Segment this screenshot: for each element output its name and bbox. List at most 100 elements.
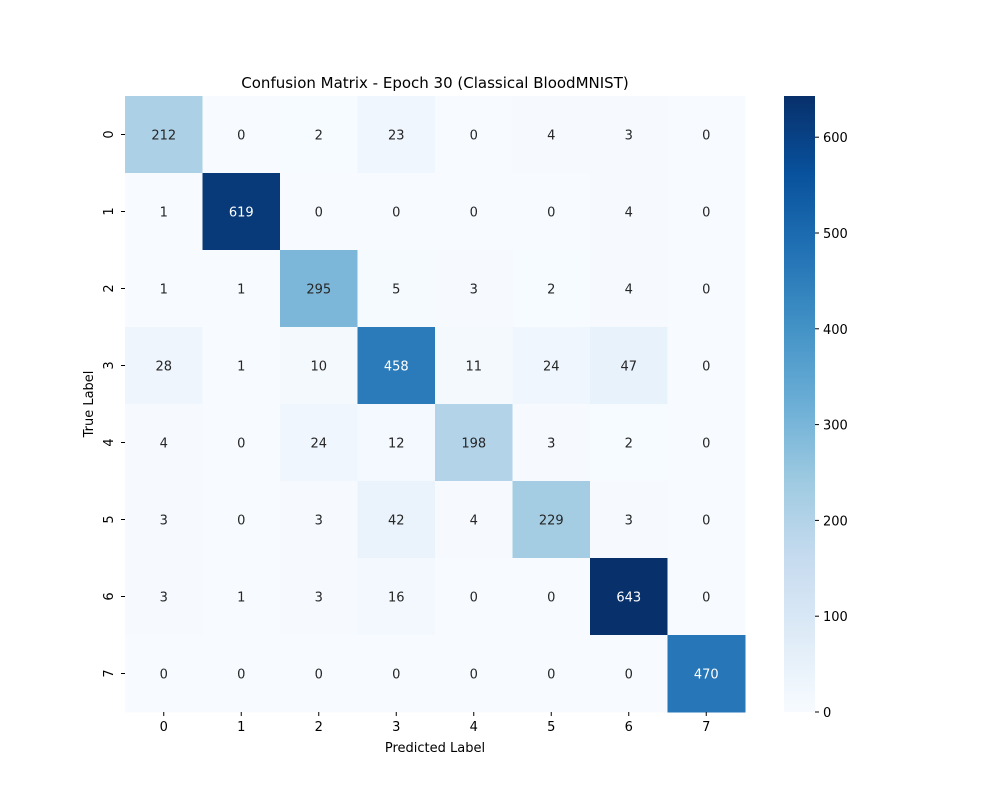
colorbar-tick-label: 400 xyxy=(823,323,848,338)
cell-value-label: 47 xyxy=(620,360,637,375)
heatmap-cell xyxy=(280,404,358,482)
cell-value-label: 3 xyxy=(160,514,168,529)
heatmap-cell xyxy=(435,250,513,328)
cell-value-label: 16 xyxy=(388,591,405,606)
colorbar-tick-label: 300 xyxy=(823,419,848,434)
cell-value-label: 11 xyxy=(465,360,482,375)
cell-value-label: 1 xyxy=(237,283,245,298)
heatmap-cell xyxy=(667,96,746,174)
heatmap-cell xyxy=(590,558,668,636)
heatmap-cell xyxy=(435,481,513,559)
heatmap-cell xyxy=(202,635,281,713)
cell-value-label: 0 xyxy=(547,206,555,221)
cell-value-label: 0 xyxy=(160,668,168,683)
cell-value-label: 4 xyxy=(160,437,168,452)
heatmap-cell xyxy=(357,173,436,251)
cell-value-label: 1 xyxy=(160,283,168,298)
heatmap-cell xyxy=(357,404,436,482)
cell-value-label: 0 xyxy=(702,360,710,375)
cell-value-label: 0 xyxy=(547,591,555,606)
cell-value-label: 0 xyxy=(547,668,555,683)
heatmap-cell xyxy=(590,404,668,482)
heatmap-cell xyxy=(590,635,668,713)
colorbar-tick-label: 200 xyxy=(823,514,848,529)
cell-value-label: 3 xyxy=(625,514,633,529)
x-tick-label: 2 xyxy=(315,720,323,735)
heatmap-cell xyxy=(667,404,746,482)
heatmap-cell xyxy=(125,558,203,636)
cell-value-label: 2 xyxy=(315,129,323,144)
heatmap-cell xyxy=(357,250,436,328)
heatmap-cell xyxy=(512,173,591,251)
heatmap-cell xyxy=(202,558,281,636)
heatmap-cell xyxy=(435,558,513,636)
y-tick-label: 6 xyxy=(102,592,117,600)
cell-value-label: 458 xyxy=(384,360,409,375)
cell-value-label: 3 xyxy=(547,437,555,452)
x-tick-label: 5 xyxy=(547,720,555,735)
colorbar-tick-label: 100 xyxy=(823,610,848,625)
colorbar-tick-label: 600 xyxy=(823,131,848,146)
cell-value-label: 1 xyxy=(237,591,245,606)
cell-value-label: 0 xyxy=(702,437,710,452)
colorbar-gradient xyxy=(784,96,815,712)
heatmap-cell xyxy=(667,327,746,405)
cell-value-label: 3 xyxy=(625,129,633,144)
cell-value-label: 4 xyxy=(547,129,555,144)
colorbar: 0 100 200 300 400 500 600 xyxy=(784,96,848,721)
heatmap-cell xyxy=(435,404,513,482)
x-tick-label: 1 xyxy=(237,720,245,735)
chart-title: Confusion Matrix - Epoch 30 (Classical B… xyxy=(241,74,628,92)
cell-value-label: 295 xyxy=(306,283,331,298)
heatmap-cell xyxy=(667,173,746,251)
x-tick-label: 6 xyxy=(625,720,633,735)
heatmap-cell xyxy=(590,173,668,251)
heatmap-cell xyxy=(512,96,591,174)
cell-value-label: 0 xyxy=(237,437,245,452)
heatmap-cell xyxy=(125,327,203,405)
y-tick-label: 1 xyxy=(102,207,117,215)
heatmap-cell xyxy=(202,96,281,174)
heatmap-cell xyxy=(512,404,591,482)
cell-value-label: 0 xyxy=(470,591,478,606)
cell-value-label: 0 xyxy=(237,514,245,529)
heatmap-cell xyxy=(357,558,436,636)
heatmap-cell xyxy=(280,558,358,636)
heatmap-cell xyxy=(512,635,591,713)
heatmap-cell xyxy=(357,96,436,174)
cell-value-label: 0 xyxy=(237,129,245,144)
x-tick-label: 0 xyxy=(160,720,168,735)
heatmap-cell xyxy=(357,327,436,405)
heatmap-cell xyxy=(125,250,203,328)
cell-value-label: 470 xyxy=(694,668,719,683)
cell-value-label: 0 xyxy=(470,129,478,144)
heatmap-cell xyxy=(280,635,358,713)
heatmap-cell xyxy=(125,404,203,482)
heatmap-cell xyxy=(280,481,358,559)
cell-value-label: 23 xyxy=(388,129,405,144)
cell-value-label: 0 xyxy=(237,668,245,683)
heatmap-cell xyxy=(590,481,668,559)
cell-value-label: 619 xyxy=(229,206,254,221)
cell-value-label: 12 xyxy=(388,437,405,452)
cell-value-label: 0 xyxy=(625,668,633,683)
heatmap-cell xyxy=(435,635,513,713)
cell-value-label: 0 xyxy=(315,206,323,221)
x-tick-label: 4 xyxy=(470,720,478,735)
heatmap-cell xyxy=(667,635,746,713)
cell-value-label: 3 xyxy=(315,514,323,529)
heatmap-cell xyxy=(512,327,591,405)
heatmap-cell xyxy=(667,558,746,636)
heatmap-cell xyxy=(125,635,203,713)
cell-value-label: 0 xyxy=(392,206,400,221)
cell-value-label: 28 xyxy=(155,360,172,375)
heatmap-cell xyxy=(202,173,281,251)
heatmap-cell xyxy=(590,250,668,328)
x-tick-label: 7 xyxy=(702,720,710,735)
cell-value-label: 0 xyxy=(392,668,400,683)
y-tick-label: 5 xyxy=(102,515,117,523)
cell-value-label: 24 xyxy=(310,437,327,452)
cell-value-label: 0 xyxy=(702,206,710,221)
cell-value-label: 229 xyxy=(539,514,564,529)
